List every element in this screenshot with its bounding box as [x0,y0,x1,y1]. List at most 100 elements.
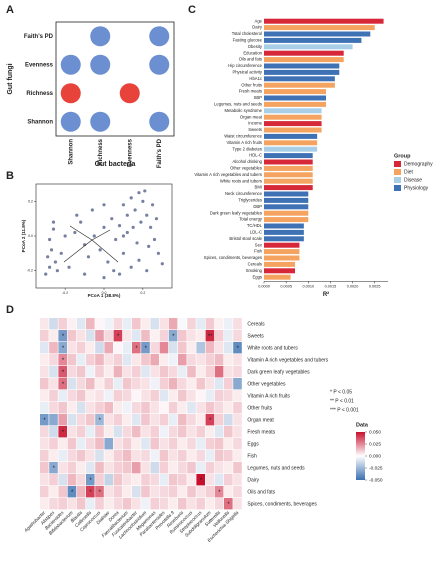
heat-cell [205,330,215,342]
heat-cell [113,426,123,438]
colorbar-tick-label: -0.050 [369,477,383,483]
heat-cell [150,462,159,474]
heat-cell [168,474,178,486]
x-tick-label: 0.0025 [369,284,381,288]
heat-cell [132,486,141,498]
point [73,230,77,235]
heat-cell [224,474,233,486]
heat-cell [159,318,169,330]
heat-cell [95,390,104,402]
y-tick-label: Total cholesterol [232,31,262,36]
heat-cell [159,450,169,462]
point [117,272,122,276]
y-tick-label: Age [255,18,263,23]
significance-mark: * [43,418,46,424]
heat-cell [40,426,49,438]
significance-mark: * [145,346,148,352]
bar [264,133,318,139]
bar [264,159,313,165]
y-tick-label: Richness [26,91,53,97]
heat-cell [76,378,86,390]
point [137,258,141,262]
heat-cell [159,462,169,474]
point [152,237,157,242]
y-tick-label: LDL-C [250,230,262,235]
dot [90,111,111,132]
legend-label: Disease [404,177,422,183]
heat-cell [104,474,113,486]
heat-cell [86,414,95,426]
bar [264,31,371,37]
heat-cell [113,354,123,366]
heat-cell [178,402,187,414]
x-tick-label: 0.0015 [325,284,337,288]
colorbar [356,432,365,480]
x-tick-label: 0.2 [140,291,145,295]
heat-cell [40,486,49,498]
point [75,213,79,217]
x-tick-label: Evenness [127,138,133,167]
x-tick-label: 0.0000 [258,284,270,288]
y-tick-label: Shannon [27,119,53,125]
heat-cell [58,414,67,426]
heat-cell [196,486,205,498]
heat-cell [214,438,224,450]
bar [264,121,322,127]
x-tick-label: 0.0005 [280,284,292,288]
heat-cell [224,414,233,426]
heat-cell [67,366,77,378]
point [49,248,54,252]
heat-cell [95,426,104,438]
y-tick-label: Fasting glucose [233,38,263,43]
y-tick-label: TC/HDL [247,223,263,228]
heat-cell [113,414,123,426]
heat-cell [86,402,95,414]
heat-cell [58,426,67,438]
heat-cell [224,330,233,342]
heat-cell [205,462,215,474]
heat-cell [67,414,77,426]
heat-cell [233,366,242,378]
heat-cell [233,474,242,486]
significance-mark: * [62,370,65,376]
significance-mark: * [135,346,138,352]
heat-cell [224,438,233,450]
heat-cell [150,438,159,450]
bar [264,82,335,88]
point [67,265,71,269]
arrow [91,229,111,241]
bar [264,210,309,216]
point [131,225,135,229]
significance-mark: * [209,418,212,424]
dot [119,83,140,104]
heat-cell [187,462,196,474]
heat-cell [122,354,132,366]
significance-mark: * [99,490,102,496]
heat-cell [159,354,169,366]
row-label: Fresh meats [247,429,275,435]
heat-cell [132,390,141,402]
y-axis-title: Gut fungi [7,63,14,94]
bar [264,140,318,146]
heat-cell [178,414,187,426]
legend-swatch [394,169,401,175]
heat-cell [49,426,58,438]
bar [264,236,304,242]
heat-cell [40,414,49,426]
heat-cell [214,366,224,378]
y-tick-label: Legumes, nuts and seeds [214,102,262,107]
heat-cell [187,366,196,378]
heat-cell [141,462,150,474]
heat-cell [49,486,58,498]
significance-legend: * P < 0.05 [330,389,352,395]
heat-cell [67,402,77,414]
heat-cell [233,318,242,330]
heat-cell [233,462,242,474]
heat-cell [141,438,150,450]
heat-cell [150,450,159,462]
bar [264,261,295,267]
heat-cell [224,402,233,414]
heat-cell [40,318,49,330]
heat-cell [58,438,67,450]
heat-cell [132,438,141,450]
